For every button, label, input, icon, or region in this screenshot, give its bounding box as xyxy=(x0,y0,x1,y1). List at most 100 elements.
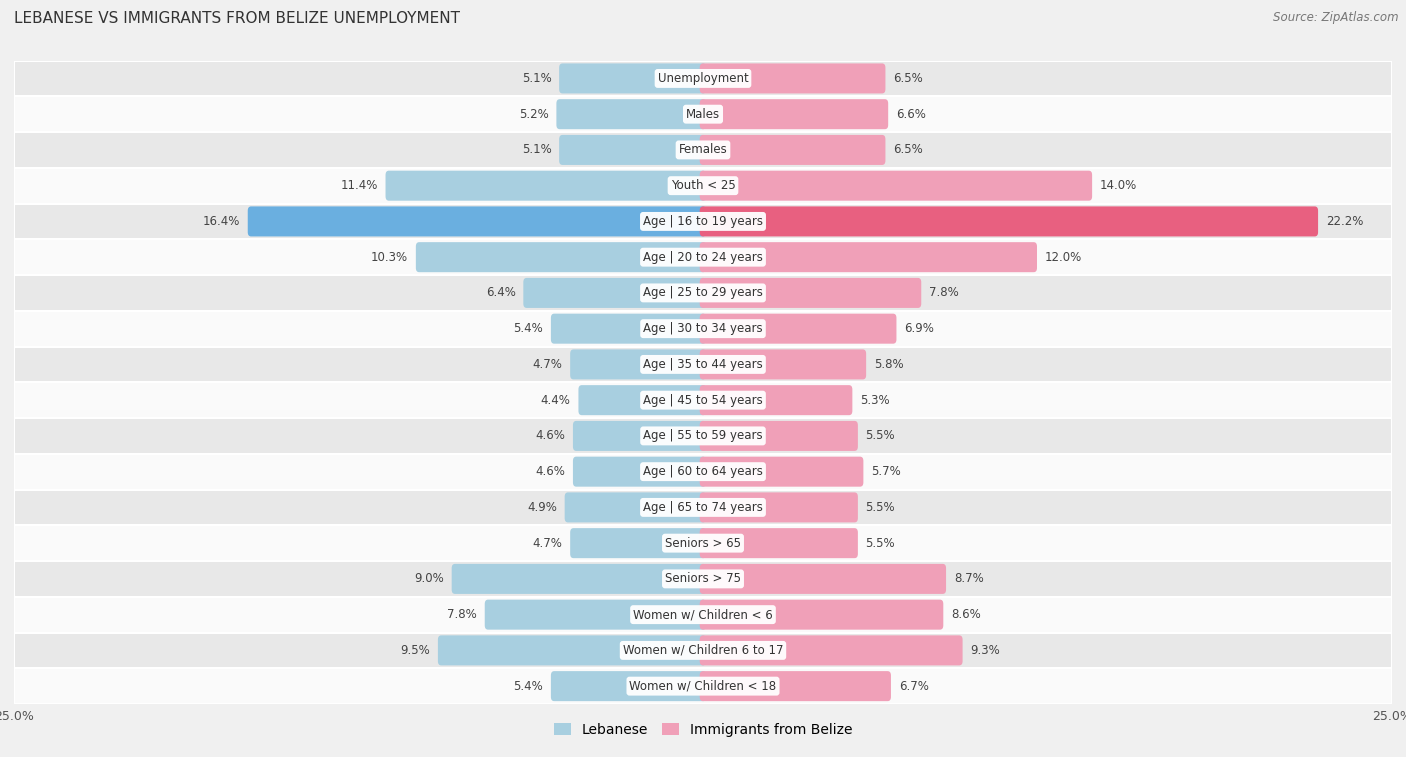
FancyBboxPatch shape xyxy=(700,242,1038,273)
FancyBboxPatch shape xyxy=(572,421,706,451)
FancyBboxPatch shape xyxy=(700,564,946,594)
FancyBboxPatch shape xyxy=(247,207,706,236)
Text: 6.7%: 6.7% xyxy=(898,680,928,693)
Text: Females: Females xyxy=(679,143,727,157)
FancyBboxPatch shape xyxy=(700,99,889,129)
Text: 5.7%: 5.7% xyxy=(872,465,901,478)
Bar xyxy=(14,132,1392,168)
Text: 4.6%: 4.6% xyxy=(536,465,565,478)
Bar xyxy=(14,61,1392,96)
Text: 4.7%: 4.7% xyxy=(533,358,562,371)
FancyBboxPatch shape xyxy=(700,207,1317,236)
FancyBboxPatch shape xyxy=(572,456,706,487)
Legend: Lebanese, Immigrants from Belize: Lebanese, Immigrants from Belize xyxy=(548,717,858,742)
Bar xyxy=(14,633,1392,668)
FancyBboxPatch shape xyxy=(578,385,706,415)
Bar xyxy=(14,347,1392,382)
Text: Age | 35 to 44 years: Age | 35 to 44 years xyxy=(643,358,763,371)
Text: Women w/ Children < 18: Women w/ Children < 18 xyxy=(630,680,776,693)
FancyBboxPatch shape xyxy=(551,671,706,701)
Bar xyxy=(14,239,1392,275)
FancyBboxPatch shape xyxy=(451,564,706,594)
FancyBboxPatch shape xyxy=(523,278,706,308)
Text: Age | 45 to 54 years: Age | 45 to 54 years xyxy=(643,394,763,407)
Text: 10.3%: 10.3% xyxy=(371,251,408,263)
FancyBboxPatch shape xyxy=(700,64,886,93)
Text: Age | 55 to 59 years: Age | 55 to 59 years xyxy=(643,429,763,442)
Text: 5.2%: 5.2% xyxy=(519,107,548,120)
Text: 16.4%: 16.4% xyxy=(202,215,240,228)
FancyBboxPatch shape xyxy=(700,313,897,344)
Text: 11.4%: 11.4% xyxy=(340,179,378,192)
FancyBboxPatch shape xyxy=(700,635,963,665)
Text: Age | 65 to 74 years: Age | 65 to 74 years xyxy=(643,501,763,514)
Bar xyxy=(14,382,1392,418)
FancyBboxPatch shape xyxy=(700,421,858,451)
Text: Males: Males xyxy=(686,107,720,120)
Text: 6.4%: 6.4% xyxy=(485,286,516,300)
Bar xyxy=(14,525,1392,561)
FancyBboxPatch shape xyxy=(700,492,858,522)
Bar xyxy=(14,168,1392,204)
Bar xyxy=(14,311,1392,347)
Text: 6.6%: 6.6% xyxy=(896,107,925,120)
FancyBboxPatch shape xyxy=(437,635,706,665)
Text: LEBANESE VS IMMIGRANTS FROM BELIZE UNEMPLOYMENT: LEBANESE VS IMMIGRANTS FROM BELIZE UNEMP… xyxy=(14,11,460,26)
Text: 5.1%: 5.1% xyxy=(522,72,551,85)
Text: 5.5%: 5.5% xyxy=(866,501,896,514)
Text: 5.8%: 5.8% xyxy=(875,358,904,371)
Text: 4.6%: 4.6% xyxy=(536,429,565,442)
FancyBboxPatch shape xyxy=(700,350,866,379)
FancyBboxPatch shape xyxy=(700,528,858,558)
Bar xyxy=(14,96,1392,132)
Text: Age | 16 to 19 years: Age | 16 to 19 years xyxy=(643,215,763,228)
Text: Seniors > 75: Seniors > 75 xyxy=(665,572,741,585)
Bar xyxy=(14,453,1392,490)
Text: Age | 30 to 34 years: Age | 30 to 34 years xyxy=(643,322,763,335)
Bar xyxy=(14,490,1392,525)
Bar xyxy=(14,597,1392,633)
Bar xyxy=(14,275,1392,311)
Text: 6.9%: 6.9% xyxy=(904,322,934,335)
Bar xyxy=(14,668,1392,704)
FancyBboxPatch shape xyxy=(565,492,706,522)
Bar xyxy=(14,204,1392,239)
Text: 6.5%: 6.5% xyxy=(893,143,922,157)
FancyBboxPatch shape xyxy=(700,170,1092,201)
Text: Age | 25 to 29 years: Age | 25 to 29 years xyxy=(643,286,763,300)
Bar xyxy=(14,418,1392,453)
Text: Youth < 25: Youth < 25 xyxy=(671,179,735,192)
FancyBboxPatch shape xyxy=(700,278,921,308)
Text: 8.7%: 8.7% xyxy=(953,572,984,585)
FancyBboxPatch shape xyxy=(700,456,863,487)
FancyBboxPatch shape xyxy=(385,170,706,201)
FancyBboxPatch shape xyxy=(560,135,706,165)
Text: 5.5%: 5.5% xyxy=(866,429,896,442)
Text: 5.1%: 5.1% xyxy=(522,143,551,157)
Text: 12.0%: 12.0% xyxy=(1045,251,1083,263)
Text: Source: ZipAtlas.com: Source: ZipAtlas.com xyxy=(1274,11,1399,24)
FancyBboxPatch shape xyxy=(560,64,706,93)
Text: 5.4%: 5.4% xyxy=(513,322,543,335)
Text: 4.9%: 4.9% xyxy=(527,501,557,514)
FancyBboxPatch shape xyxy=(551,313,706,344)
FancyBboxPatch shape xyxy=(571,528,706,558)
Text: Unemployment: Unemployment xyxy=(658,72,748,85)
Text: Seniors > 65: Seniors > 65 xyxy=(665,537,741,550)
Text: 8.6%: 8.6% xyxy=(950,608,981,621)
Text: Age | 60 to 64 years: Age | 60 to 64 years xyxy=(643,465,763,478)
Text: Age | 20 to 24 years: Age | 20 to 24 years xyxy=(643,251,763,263)
FancyBboxPatch shape xyxy=(700,600,943,630)
FancyBboxPatch shape xyxy=(700,135,886,165)
Text: Women w/ Children 6 to 17: Women w/ Children 6 to 17 xyxy=(623,644,783,657)
Text: 7.8%: 7.8% xyxy=(929,286,959,300)
Text: 22.2%: 22.2% xyxy=(1326,215,1364,228)
Text: 4.7%: 4.7% xyxy=(533,537,562,550)
FancyBboxPatch shape xyxy=(700,385,852,415)
Text: 5.4%: 5.4% xyxy=(513,680,543,693)
FancyBboxPatch shape xyxy=(571,350,706,379)
Text: 7.8%: 7.8% xyxy=(447,608,477,621)
Text: 9.5%: 9.5% xyxy=(401,644,430,657)
Text: 5.3%: 5.3% xyxy=(860,394,890,407)
Text: Women w/ Children < 6: Women w/ Children < 6 xyxy=(633,608,773,621)
